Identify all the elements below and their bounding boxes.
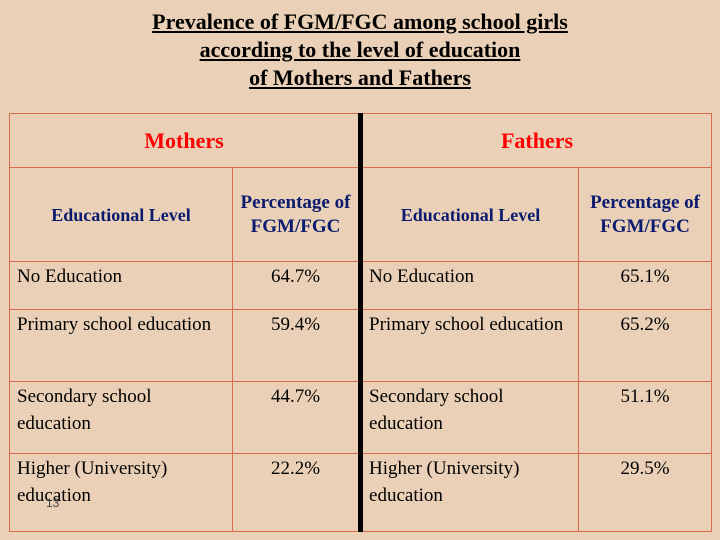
mother-percentage-cell: 44.7% xyxy=(231,381,364,454)
mothers-group-header: Mothers xyxy=(8,113,364,168)
table-row: Primary school education 59.4% Primary s… xyxy=(9,309,713,382)
slide-number: 13 xyxy=(46,496,60,510)
fathers-level-header: Educational Level xyxy=(360,167,580,262)
table-row: Higher (University) education 22.2% High… xyxy=(9,453,713,532)
father-percentage-cell: 29.5% xyxy=(578,453,713,532)
father-level-cell: Higher (University) education xyxy=(360,453,580,532)
fgm-education-table: Mothers Fathers Educational Level Percen… xyxy=(8,113,713,532)
mother-level-cell: Primary school education xyxy=(9,309,233,382)
title-line-1: Prevalence of FGM/FGC among school girls xyxy=(152,9,568,34)
mother-percentage-cell: 59.4% xyxy=(231,309,364,382)
fathers-percentage-header: Percentage of FGM/FGC xyxy=(578,167,713,262)
mother-level-cell: Higher (University) education xyxy=(9,453,233,532)
father-level-cell: Secondary school education xyxy=(360,381,580,454)
mother-level-cell: Secondary school education xyxy=(9,381,233,454)
table-row: Secondary school education 44.7% Seconda… xyxy=(9,381,713,454)
father-level-cell: No Education xyxy=(360,261,580,310)
father-level-cell: Primary school education xyxy=(360,309,580,382)
mothers-level-header: Educational Level xyxy=(9,167,233,262)
slide-title: Prevalence of FGM/FGC among school girls… xyxy=(0,8,720,92)
title-line-2: according to the level of education xyxy=(199,37,521,62)
father-percentage-cell: 65.2% xyxy=(578,309,713,382)
group-header-row: Mothers Fathers xyxy=(8,113,713,168)
column-header-row: Educational Level Percentage of FGM/FGC … xyxy=(9,167,713,262)
mothers-percentage-header: Percentage of FGM/FGC xyxy=(231,167,364,262)
mother-level-cell: No Education xyxy=(9,261,233,310)
father-percentage-cell: 51.1% xyxy=(578,381,713,454)
fathers-group-header: Fathers xyxy=(360,113,713,168)
mother-percentage-cell: 64.7% xyxy=(231,261,364,310)
mother-percentage-cell: 22.2% xyxy=(231,453,364,532)
title-line-3: of Mothers and Fathers xyxy=(249,65,471,90)
table-row: No Education 64.7% No Education 65.1% xyxy=(9,261,713,310)
father-percentage-cell: 65.1% xyxy=(578,261,713,310)
